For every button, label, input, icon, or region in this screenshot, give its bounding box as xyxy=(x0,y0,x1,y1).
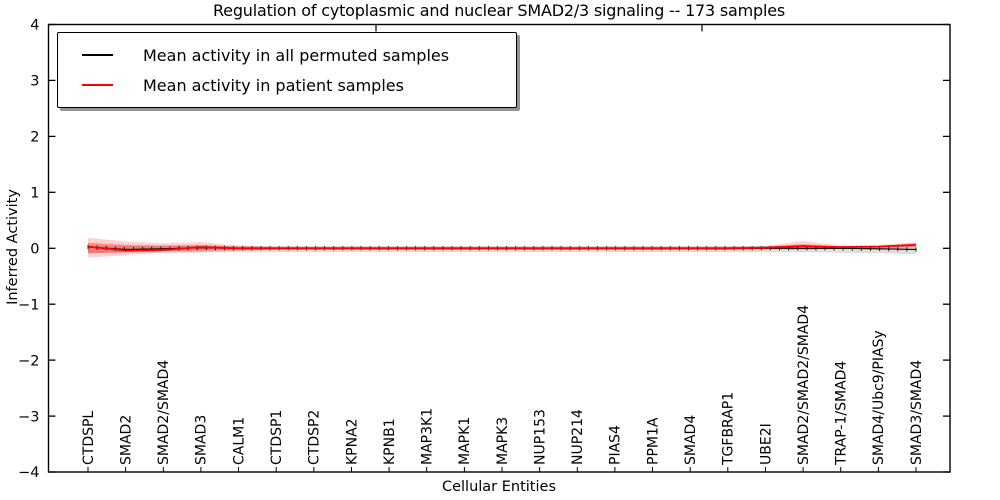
legend-label-patient: Mean activity in patient samples xyxy=(143,75,404,95)
permuted-line-swatch xyxy=(82,54,113,56)
y-tick-label: 3 xyxy=(30,74,39,90)
x-tick-label: SMAD3/SMAD4 xyxy=(909,360,925,465)
x-tick-label: NUP153 xyxy=(532,409,548,465)
legend-item-patient: Mean activity in patient samples xyxy=(82,70,506,100)
y-tick-label: −1 xyxy=(18,297,39,313)
x-tick-label: MAPK1 xyxy=(457,417,473,465)
x-tick-label: MAPK3 xyxy=(495,417,511,465)
y-tick-label: 1 xyxy=(30,186,39,202)
x-tick-label: SMAD2 xyxy=(118,415,134,465)
x-tick-label: CTDSPL xyxy=(81,411,97,465)
y-tick-label: −2 xyxy=(18,353,39,369)
legend-item-permuted: Mean activity in all permuted samples xyxy=(82,40,506,70)
y-tick-label: −3 xyxy=(18,409,39,425)
x-tick-label: KPNB1 xyxy=(382,418,398,465)
legend: Mean activity in all permuted samples Me… xyxy=(57,32,517,108)
x-tick-label: CALM1 xyxy=(231,417,247,465)
y-tick-label: 0 xyxy=(30,242,39,258)
x-tick-label: NUP214 xyxy=(570,409,586,465)
x-axis-label: Cellular Entities xyxy=(441,479,557,495)
y-tick-label: −4 xyxy=(18,465,39,481)
x-tick-label: PIAS4 xyxy=(608,425,624,465)
patient-mean-line xyxy=(87,244,917,252)
x-tick-label: TGFBRAP1 xyxy=(721,392,737,466)
chart-title: Regulation of cytoplasmic and nuclear SM… xyxy=(212,1,786,20)
x-tick-label: MAP3K1 xyxy=(419,408,435,465)
y-tick-label: 4 xyxy=(30,18,39,34)
x-tick-label: SMAD3 xyxy=(194,415,210,465)
x-tick-label: SMAD2/SMAD4 xyxy=(156,360,172,465)
legend-label-permuted: Mean activity in all permuted samples xyxy=(143,45,450,65)
x-tick-label: KPNA2 xyxy=(344,418,360,465)
x-tick-label: CTDSP2 xyxy=(307,410,323,465)
x-tick-label: CTDSP1 xyxy=(269,410,285,465)
x-tick-label: SMAD2/SMAD2/SMAD4 xyxy=(796,305,812,465)
x-tick-label: UBE2I xyxy=(758,423,774,465)
x-tick-label: PPM1A xyxy=(645,417,661,465)
x-tick-label: SMAD4/Ubc9/PIASy xyxy=(871,330,887,465)
x-tick-label: SMAD4 xyxy=(683,415,699,465)
x-tick-label: TRAP-1/SMAD4 xyxy=(833,361,849,466)
patient-line-swatch xyxy=(82,84,113,86)
y-tick-label: 2 xyxy=(30,130,39,146)
